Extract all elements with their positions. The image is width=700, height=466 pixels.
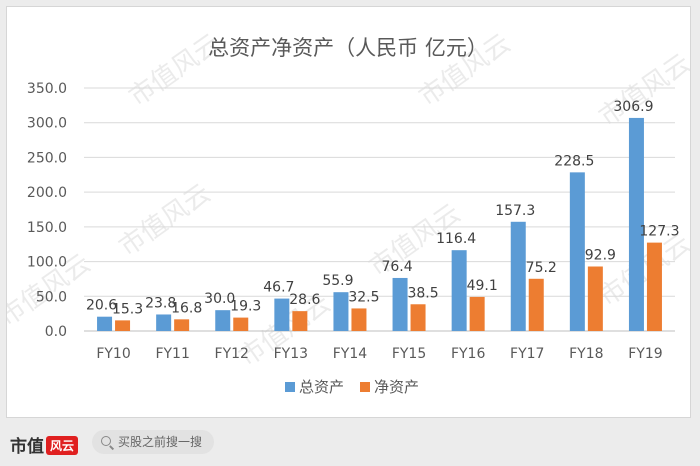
x-tick-label: FY13 xyxy=(274,346,308,362)
x-tick-label: FY17 xyxy=(510,346,544,362)
data-label: 116.4 xyxy=(436,231,476,247)
data-label: 75.2 xyxy=(526,260,557,276)
x-tick-label: FY10 xyxy=(96,346,130,362)
legend-swatch xyxy=(360,382,370,392)
x-tick-label: FY11 xyxy=(155,346,189,362)
footer-bar: 市值 风云 买股之前搜一搜 xyxy=(0,420,700,466)
bar-total-assets xyxy=(97,316,113,331)
bar-net-assets xyxy=(351,308,367,331)
y-tick-label: 100.0 xyxy=(27,255,67,271)
data-label: 23.8 xyxy=(145,295,176,311)
brand-mark: 风云 xyxy=(46,436,79,455)
bar-net-assets xyxy=(646,242,662,331)
y-tick-label: 0.0 xyxy=(45,324,67,340)
data-label: 157.3 xyxy=(495,203,535,219)
legend-swatch xyxy=(285,382,295,392)
bar-total-assets xyxy=(628,117,644,332)
x-tick-label: FY18 xyxy=(569,346,603,362)
bar-net-assets xyxy=(587,266,603,331)
chart-title: 总资产净资产（人民币 亿元） xyxy=(208,36,488,60)
bar-total-assets xyxy=(333,292,349,331)
x-tick-label: FY14 xyxy=(333,346,368,362)
chart-card: 市值风云市值风云市值风云市值风云市值风云市值风云市值风云市值风云总资产净资产（人… xyxy=(6,6,691,418)
y-tick-label: 50.0 xyxy=(36,289,67,305)
data-label: 30.0 xyxy=(204,291,235,307)
search-placeholder: 买股之前搜一搜 xyxy=(118,435,203,449)
legend-label: 净资产 xyxy=(374,378,419,396)
bar-total-assets xyxy=(274,298,290,331)
data-label: 28.6 xyxy=(289,292,320,308)
data-label: 38.5 xyxy=(407,285,438,301)
data-label: 76.4 xyxy=(381,259,412,275)
data-label: 46.7 xyxy=(263,280,294,296)
bar-total-assets xyxy=(215,310,231,331)
data-label: 32.5 xyxy=(348,289,379,305)
data-label: 16.8 xyxy=(171,300,202,316)
bar-total-assets xyxy=(156,314,172,331)
bar-net-assets xyxy=(174,319,190,331)
data-label: 228.5 xyxy=(554,153,594,169)
bar-chart: 市值风云市值风云市值风云市值风云市值风云市值风云市值风云市值风云总资产净资产（人… xyxy=(7,28,690,396)
bar-total-assets xyxy=(569,172,585,331)
watermark-text: 市值风云 xyxy=(114,178,216,262)
bar-net-assets xyxy=(115,320,131,331)
x-tick-label: FY12 xyxy=(215,346,249,362)
x-tick-label: FY16 xyxy=(451,346,486,362)
bar-net-assets xyxy=(292,311,308,331)
brand-logo[interactable]: 市值 风云 xyxy=(10,432,79,457)
x-tick-label: FY19 xyxy=(628,346,662,362)
search-box[interactable]: 买股之前搜一搜 xyxy=(92,430,214,454)
y-tick-label: 300.0 xyxy=(27,116,67,132)
x-tick-label: FY15 xyxy=(392,346,426,362)
search-icon xyxy=(101,436,111,446)
y-tick-label: 150.0 xyxy=(27,220,67,236)
data-label: 92.9 xyxy=(585,248,616,264)
bar-total-assets xyxy=(451,250,467,331)
bar-total-assets xyxy=(510,221,526,331)
bar-net-assets xyxy=(469,296,485,331)
y-tick-label: 350.0 xyxy=(27,81,67,97)
bar-total-assets xyxy=(392,277,408,331)
data-label: 49.1 xyxy=(467,278,498,294)
bar-net-assets xyxy=(528,278,544,331)
data-label: 20.6 xyxy=(86,298,117,314)
legend-label: 总资产 xyxy=(299,378,344,396)
bar-net-assets xyxy=(233,317,249,331)
data-label: 55.9 xyxy=(322,273,353,289)
bar-net-assets xyxy=(410,304,426,331)
brand-name: 市值 xyxy=(10,437,44,457)
y-tick-label: 250.0 xyxy=(27,150,67,166)
y-tick-label: 200.0 xyxy=(27,185,67,201)
data-label: 15.3 xyxy=(112,301,143,317)
data-label: 127.3 xyxy=(639,224,679,240)
data-label: 19.3 xyxy=(230,299,261,315)
data-label: 306.9 xyxy=(613,99,653,115)
